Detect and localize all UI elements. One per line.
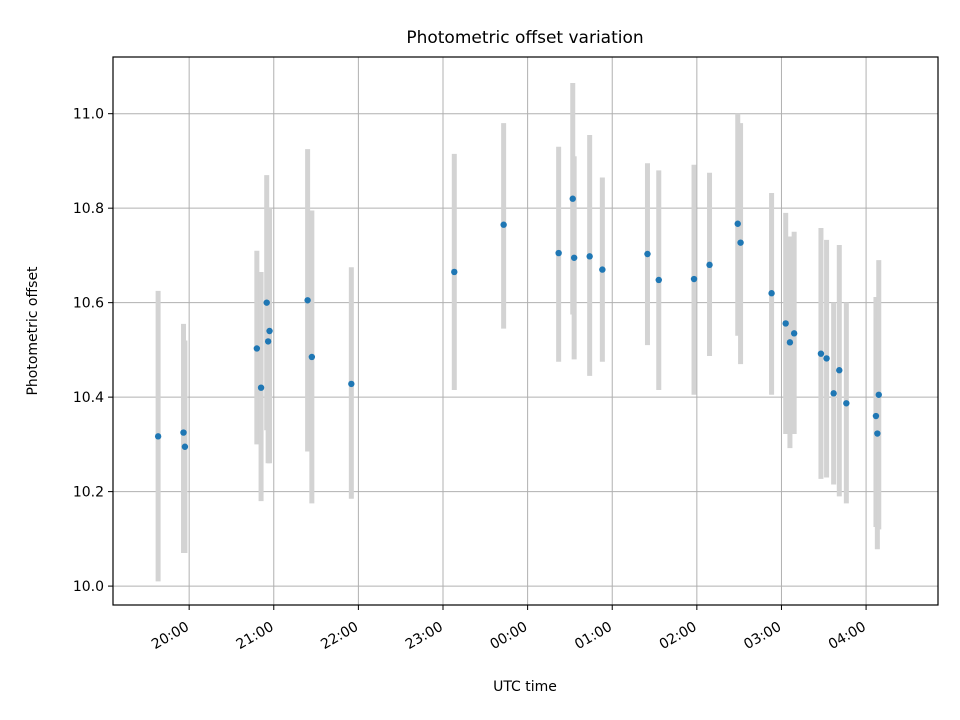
y-tick-label: 10.6	[73, 296, 104, 312]
data-point	[451, 268, 458, 276]
data-point	[872, 412, 880, 420]
x-axis-title: UTC time	[493, 679, 557, 695]
chart-title: Photometric offset variation	[406, 28, 643, 48]
data-point	[843, 400, 850, 407]
data-point	[782, 320, 789, 327]
data-point	[737, 239, 744, 246]
data-point	[586, 253, 593, 260]
data-point	[655, 276, 662, 284]
x-tick-label: 04:00	[826, 619, 869, 653]
x-tick-label: 02:00	[657, 619, 700, 653]
y-tick-label: 11.0	[73, 107, 104, 123]
data-point	[836, 367, 843, 374]
x-tick-label: 23:00	[403, 619, 446, 653]
data-point	[790, 330, 798, 337]
data-point	[786, 339, 794, 346]
data-point	[181, 443, 189, 450]
x-tick-label: 01:00	[572, 619, 615, 653]
data-point	[830, 390, 837, 397]
data-point	[823, 355, 830, 362]
grid	[113, 57, 938, 605]
data-point	[555, 249, 562, 257]
data-point	[817, 350, 825, 357]
axis-ticks: 20:00 21:00 22:00 23:00 00:00 01:00 02:00 03:00…	[73, 107, 869, 653]
data-point	[644, 250, 651, 258]
x-tick-label: 21:00	[234, 619, 277, 653]
data-points	[154, 195, 882, 450]
data-point	[308, 353, 316, 361]
data-point	[875, 391, 882, 398]
data-point	[257, 384, 265, 391]
y-tick-label: 10.8	[73, 201, 104, 217]
errorbars	[155, 82, 882, 582]
data-point	[253, 345, 261, 352]
x-tick-label: 20:00	[149, 619, 192, 653]
y-tick-label: 10.4	[73, 390, 104, 406]
data-point	[154, 433, 162, 440]
data-point	[874, 430, 881, 437]
y-tick-label: 10.2	[73, 485, 104, 501]
data-point	[569, 195, 576, 202]
plot-frame	[112, 56, 939, 606]
data-point	[264, 338, 272, 345]
x-tick-label: 03:00	[741, 619, 784, 653]
data-point	[599, 266, 606, 273]
data-point	[690, 275, 698, 283]
data-point	[304, 297, 311, 304]
data-point	[500, 221, 507, 228]
data-point	[348, 380, 355, 388]
data-point	[266, 327, 273, 335]
data-point	[263, 299, 270, 306]
data-point	[734, 220, 741, 227]
data-point	[180, 429, 187, 436]
data-point	[706, 261, 713, 269]
data-point	[768, 290, 775, 297]
x-tick-label: 22:00	[318, 619, 361, 653]
y-axis-title: Photometric offset	[25, 266, 41, 396]
x-tick-label: 00:00	[487, 619, 530, 653]
y-tick-label: 10.0	[73, 579, 104, 595]
data-point	[570, 254, 578, 261]
